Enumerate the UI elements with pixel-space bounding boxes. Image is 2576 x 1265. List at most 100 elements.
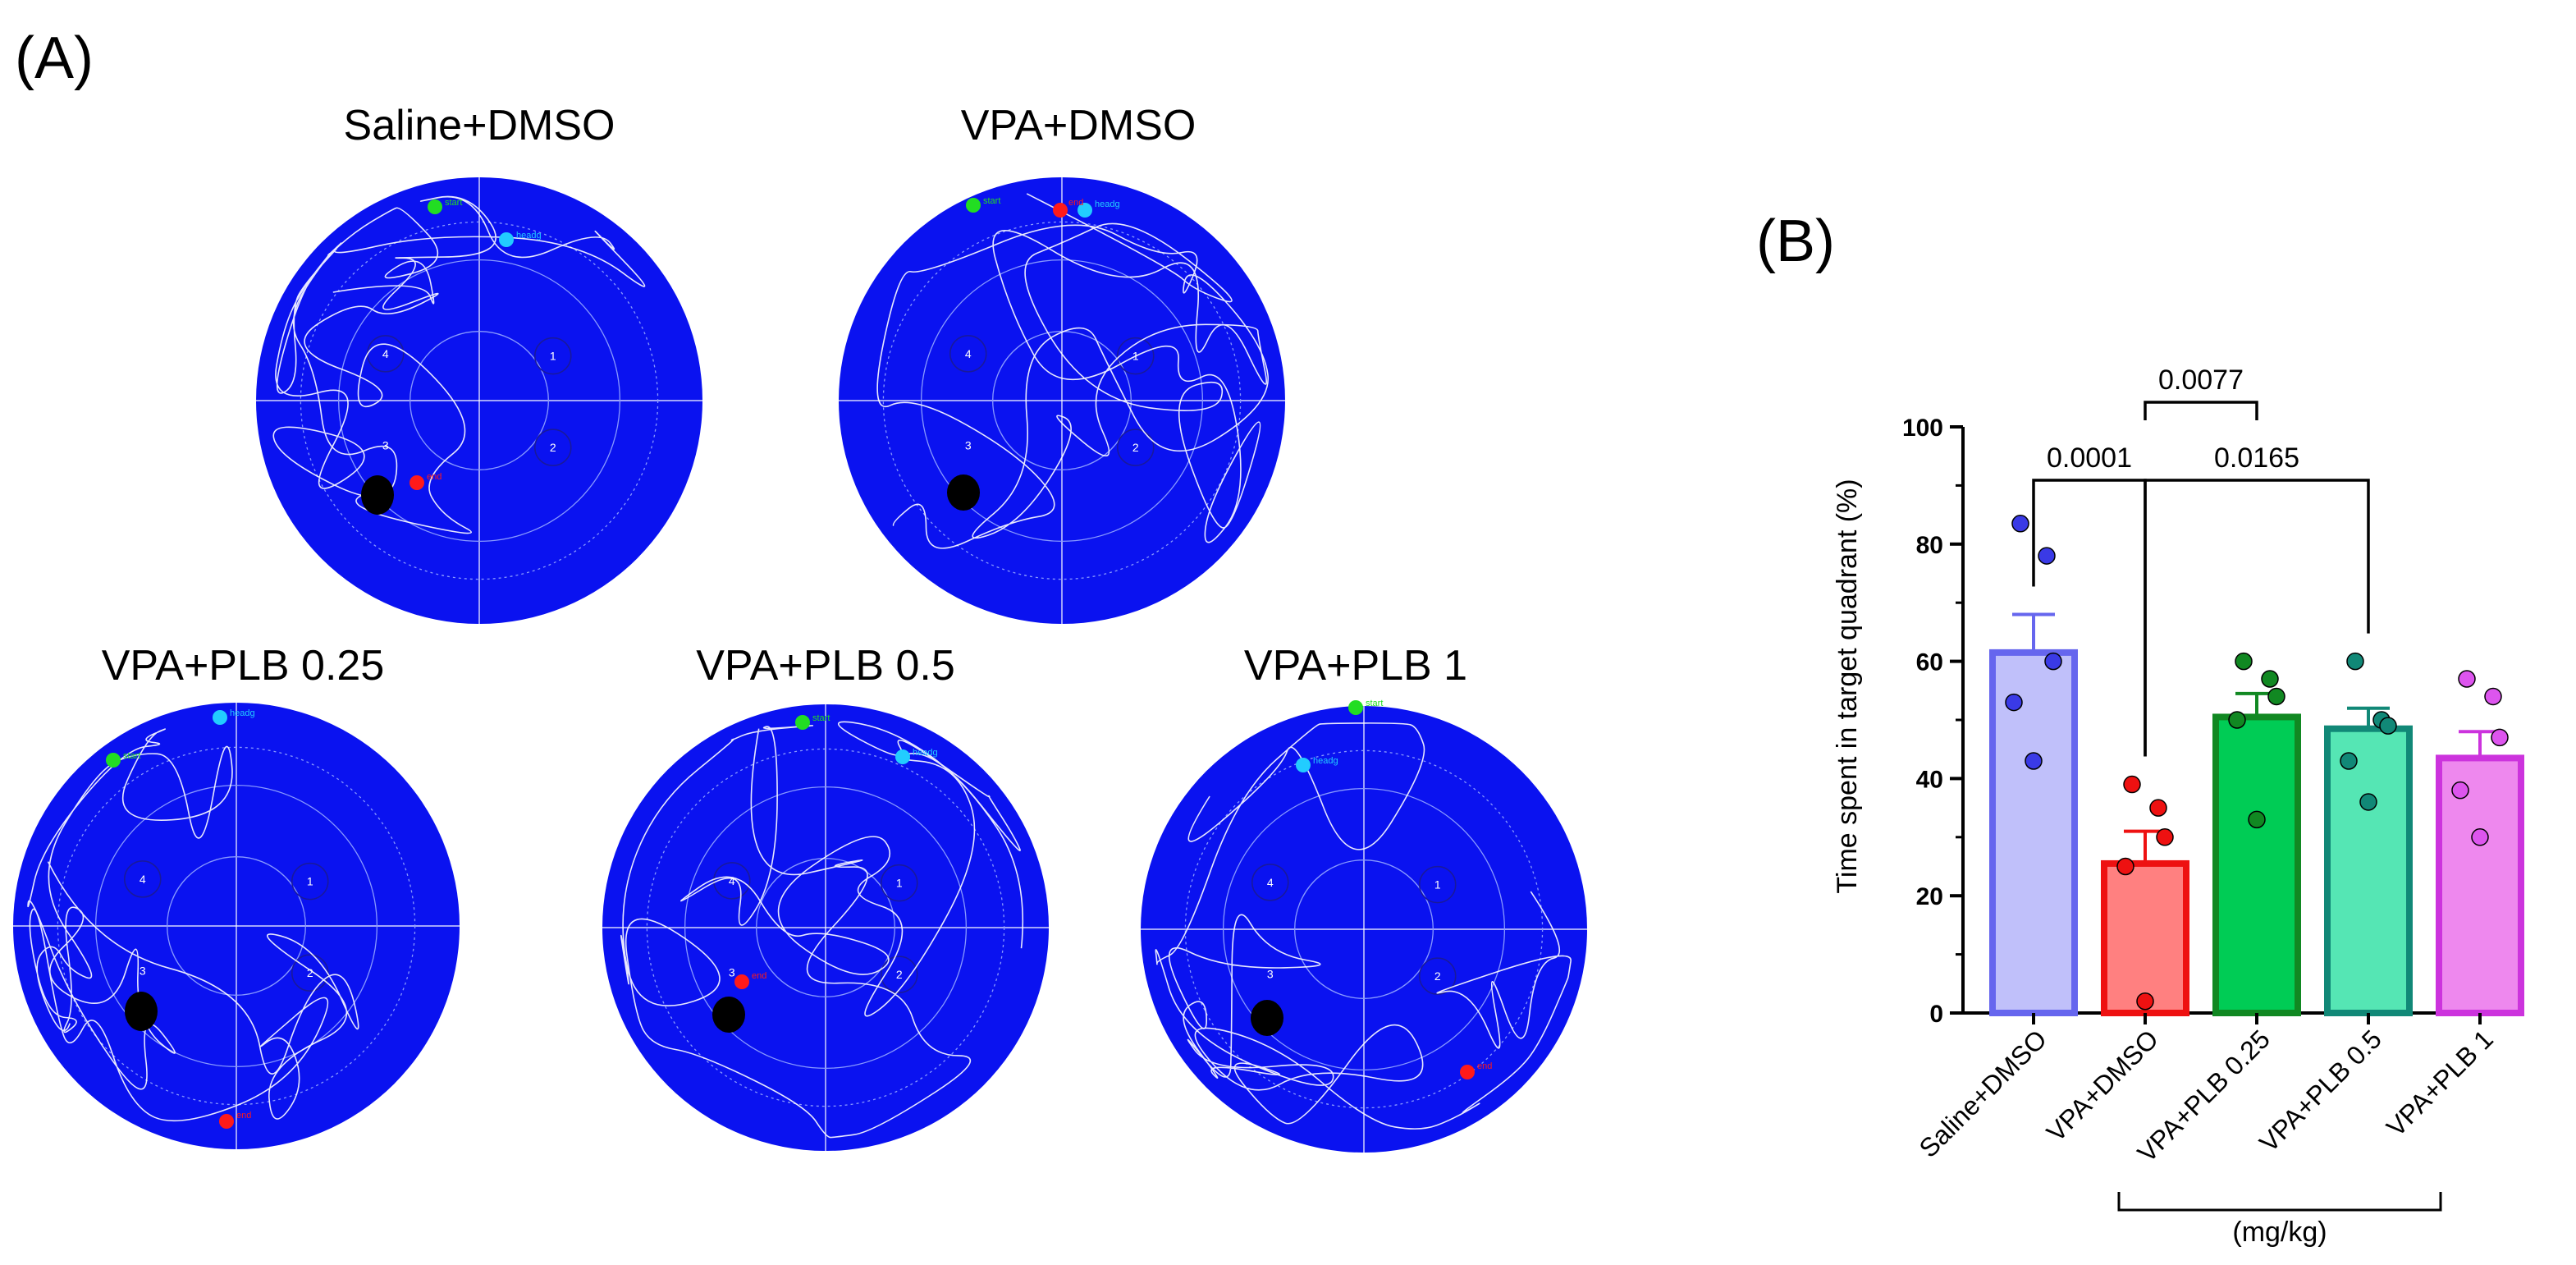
platform (361, 475, 394, 515)
start-label: start (983, 196, 1000, 206)
quadrant-zone (881, 864, 918, 902)
data-point (2123, 775, 2141, 794)
data-point (2261, 670, 2279, 688)
data-point (2484, 687, 2502, 706)
data-point (2235, 652, 2253, 671)
heading-label: headg (1313, 756, 1338, 766)
quadrant-number: 4 (965, 347, 972, 360)
y-tick-label: 20 (1916, 883, 1943, 910)
platform (1251, 1000, 1283, 1036)
zone-ring (410, 331, 549, 470)
y-tick-label: 0 (1929, 1001, 1943, 1028)
platform (125, 992, 158, 1031)
bar (2324, 725, 2413, 1017)
quadrant-number: 4 (1267, 876, 1274, 889)
start-marker (795, 715, 810, 730)
zone-ring (920, 259, 1204, 543)
platform (712, 997, 745, 1033)
data-point (2005, 693, 2023, 712)
quadrant-number: 1 (1434, 878, 1441, 891)
maze-vpa-plb-1: VPA+PLB 1 1 2 3 4 start headg end (1141, 642, 1587, 1153)
maze-vpa-dmso: VPA+DMSO 1 2 3 4 start headg end (839, 102, 1285, 624)
data-point (2149, 799, 2167, 817)
swim-path (272, 195, 646, 534)
heading-label: headg (1095, 199, 1120, 209)
p-value-label: 0.0165 (2214, 442, 2299, 474)
maze-title: VPA+PLB 0.5 (696, 642, 955, 690)
quadrant-zone (534, 337, 572, 375)
zone-ring (300, 221, 659, 580)
end-marker (1053, 203, 1068, 218)
data-point (2248, 810, 2266, 829)
end-label: end (236, 1111, 251, 1121)
quadrant-number: 4 (140, 873, 146, 886)
quadrant-number: 3 (140, 964, 146, 977)
heading-marker (1078, 203, 1092, 218)
zone-ring (94, 784, 378, 1068)
quadrant-zone (1419, 957, 1457, 995)
quadrant-number: 2 (550, 441, 556, 454)
end-marker (410, 475, 424, 490)
quadrant-zone (1419, 865, 1457, 904)
swim-path (27, 728, 359, 1122)
platform (947, 474, 980, 511)
maze-saline-dmso: Saline+DMSO 1 2 3 4 start headg end (256, 102, 702, 624)
bar (1989, 649, 2078, 1016)
panel-b-label: (B) (1756, 209, 1835, 274)
end-label: end (752, 971, 766, 981)
swim-path (1155, 722, 1572, 1130)
start-label: start (812, 713, 830, 723)
quadrant-number: 4 (729, 874, 735, 887)
zone-ring (684, 786, 968, 1070)
quadrant-number: 2 (896, 968, 903, 981)
start-marker (106, 753, 121, 768)
quadrant-number: 3 (965, 438, 972, 451)
bar (2101, 859, 2189, 1017)
maze-title: VPA+PLB 1 (1244, 642, 1467, 690)
data-point (2458, 670, 2476, 688)
maze-title: VPA+PLB 0.25 (102, 642, 385, 690)
end-marker (219, 1114, 234, 1129)
data-point (2359, 793, 2377, 811)
heading-marker (1296, 758, 1311, 772)
quadrant-zone (534, 429, 572, 466)
maze-title: Saline+DMSO (344, 102, 615, 149)
zone-ring (1222, 787, 1506, 1071)
quadrant-number: 1 (1132, 350, 1139, 363)
end-marker (734, 974, 749, 989)
bar (2436, 754, 2524, 1016)
data-point (2025, 752, 2043, 770)
start-label: start (1366, 699, 1383, 708)
quadrant-zone (1251, 864, 1289, 901)
zone-ring (992, 331, 1132, 470)
y-tick-label: 100 (1902, 415, 1943, 442)
zone-ring (1294, 859, 1434, 999)
start-marker (428, 199, 442, 214)
zone-ring (756, 858, 895, 997)
zone-ring (882, 221, 1242, 580)
data-point (2136, 992, 2154, 1011)
zone-ring (646, 748, 1005, 1107)
quadrant-number: 2 (1434, 969, 1441, 983)
quadrant-number: 2 (307, 966, 313, 979)
heading-label: headg (230, 708, 255, 718)
start-label: start (445, 198, 462, 208)
swim-path (620, 721, 1024, 1139)
significance-bracket (2144, 401, 2258, 420)
y-tick-label: 60 (1916, 649, 1943, 676)
data-point (2011, 515, 2029, 533)
y-tick-label: 80 (1916, 532, 1943, 559)
quadrant-zone (881, 956, 918, 993)
zone-ring (1184, 749, 1544, 1109)
bar-chart: Time spent in target quadrant (%) 0 20 40 6… (1832, 364, 2524, 1248)
p-value-label: 0.0077 (2158, 364, 2244, 396)
quadrant-zone (291, 862, 329, 901)
y-axis-label: Time spent in target quadrant (%) (1832, 479, 1863, 893)
zone-ring (167, 856, 306, 996)
heading-label: headg (516, 231, 542, 241)
swim-path (876, 193, 1269, 549)
dose-unit-label: (mg/kg) (2232, 1217, 2327, 1248)
data-point (2451, 781, 2469, 800)
quadrant-number: 3 (382, 438, 389, 451)
